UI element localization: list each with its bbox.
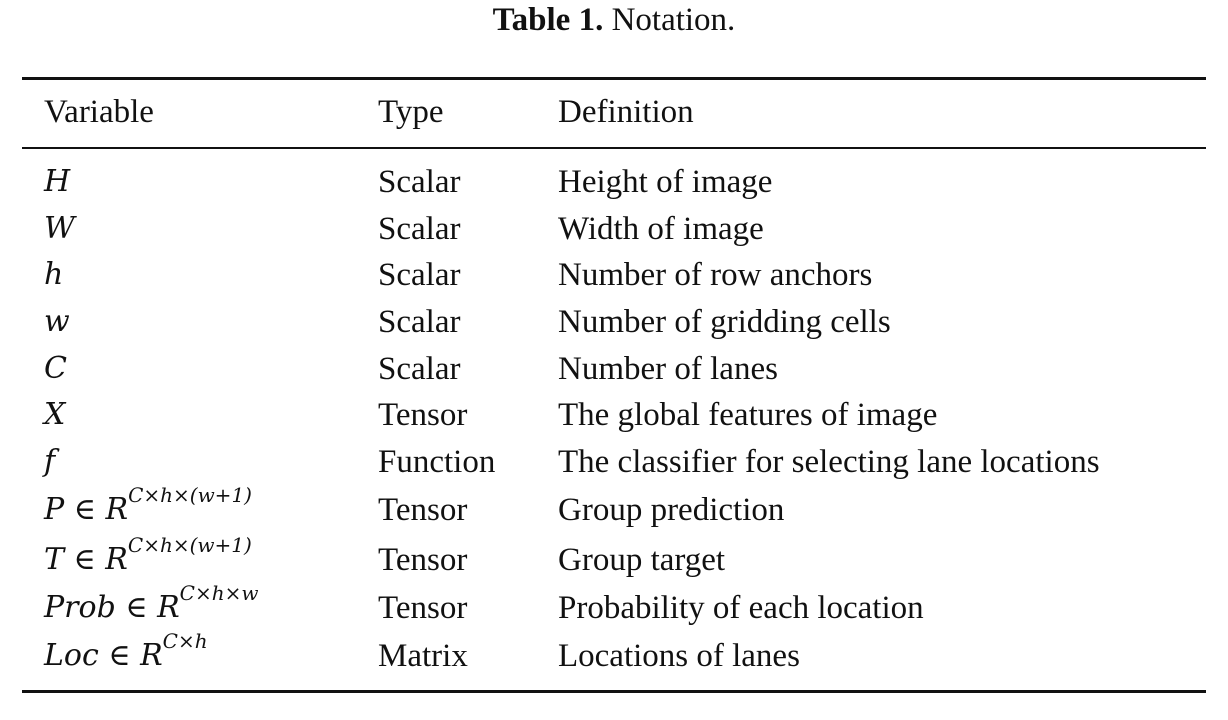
cell-variable: Loc ∈ RC×h [44, 631, 208, 678]
variable-exponent: C×h×w [179, 581, 259, 605]
cell-variable: f [44, 440, 55, 484]
table-row: f Function The classifier for selecting la… [0, 440, 1228, 484]
cell-type: Tensor [378, 542, 468, 578]
variable-symbol: T ∈ R [44, 542, 128, 577]
table-row: Prob ∈ RC×h×w Tensor Probability of each l… [0, 583, 1228, 630]
cell-variable: H [44, 160, 70, 204]
table-row: T ∈ RC×h×(w+1) Tensor Group target [0, 535, 1228, 582]
variable-symbol: H [44, 164, 71, 199]
top-rule [22, 77, 1206, 80]
header-type: Type [378, 94, 444, 130]
table-row: C Scalar Number of lanes [0, 347, 1228, 391]
cell-variable: P ∈ RC×h×(w+1) [44, 485, 252, 532]
variable-exponent: C×h×(w+1) [128, 483, 252, 507]
table-caption: Table 1. Notation. [0, 2, 1228, 38]
caption-text: Notation. [611, 2, 736, 38]
variable-symbol: Prob ∈ R [44, 590, 180, 625]
cell-definition: Locations of lanes [558, 638, 800, 674]
cell-variable: w [44, 300, 70, 344]
cell-definition: Width of image [558, 211, 764, 247]
table-row: Loc ∈ RC×h Matrix Locations of lanes [0, 631, 1228, 678]
cell-variable: T ∈ RC×h×(w+1) [44, 535, 252, 582]
cell-definition: Group prediction [558, 492, 785, 528]
variable-symbol: C [44, 351, 67, 386]
cell-variable: C [44, 347, 67, 391]
table-row: W Scalar Width of image [0, 207, 1228, 251]
variable-symbol: h [44, 257, 64, 292]
variable-symbol: Loc ∈ R [44, 638, 163, 673]
table-row: P ∈ RC×h×(w+1) Tensor Group prediction [0, 485, 1228, 532]
variable-symbol: w [44, 304, 70, 339]
cell-variable: h [44, 253, 63, 297]
cell-type: Function [378, 444, 496, 480]
cell-type: Tensor [378, 492, 468, 528]
cell-definition: Number of row anchors [558, 257, 873, 293]
cell-type: Tensor [378, 397, 468, 433]
table-row: H Scalar Height of image [0, 160, 1228, 204]
cell-variable: W [44, 207, 75, 251]
cell-type: Scalar [378, 304, 461, 340]
header-definition: Definition [558, 94, 694, 130]
cell-variable: Prob ∈ RC×h×w [44, 583, 259, 630]
cell-type: Scalar [378, 164, 461, 200]
cell-definition: Group target [558, 542, 726, 578]
caption-label: Table 1. [492, 2, 604, 38]
variable-symbol: f [44, 444, 56, 479]
table-row: X Tensor The global features of image [0, 393, 1228, 437]
cell-type: Matrix [378, 638, 468, 674]
variable-exponent: C×h×(w+1) [127, 533, 252, 557]
header-variable: Variable [44, 94, 154, 130]
cell-definition: Probability of each location [558, 590, 924, 626]
cell-type: Scalar [378, 351, 461, 387]
cell-definition: Number of gridding cells [558, 304, 891, 340]
cell-type: Scalar [378, 257, 461, 293]
header-rule [22, 147, 1206, 149]
table-row: h Scalar Number of row anchors [0, 253, 1228, 297]
table-header-row: Variable Type Definition [0, 90, 1228, 134]
cell-type: Scalar [378, 211, 461, 247]
table-row: w Scalar Number of gridding cells [0, 300, 1228, 344]
cell-variable: X [44, 393, 65, 437]
cell-definition: Number of lanes [558, 351, 778, 387]
variable-symbol: X [44, 397, 66, 432]
cell-definition: Height of image [558, 164, 773, 200]
cell-definition: The classifier for selecting lane locati… [558, 444, 1100, 480]
variable-symbol: P ∈ R [44, 492, 129, 527]
bottom-rule [22, 690, 1206, 693]
variable-exponent: C×h [162, 629, 208, 653]
cell-definition: The global features of image [558, 397, 938, 433]
cell-type: Tensor [378, 590, 468, 626]
variable-symbol: W [44, 211, 75, 246]
